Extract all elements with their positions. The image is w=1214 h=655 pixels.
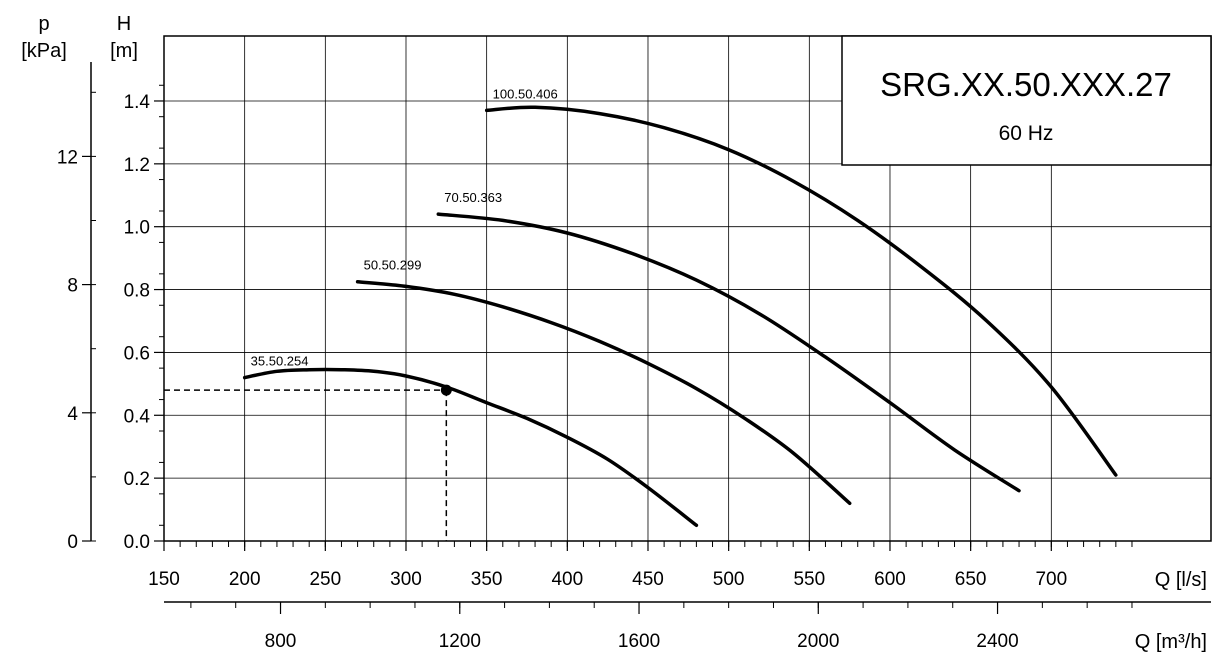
chart-subtitle: 60 Hz [999, 122, 1054, 145]
y2-axis-tick-label: 4 [67, 404, 78, 425]
chart-title: SRG.XX.50.XXX.27 [880, 66, 1172, 103]
series-curve [484, 105, 1118, 477]
series-label: 50.50.299 [364, 258, 422, 273]
x-axis-tick-label: 500 [713, 569, 745, 590]
y2-axis-tick-label: 0 [67, 532, 78, 553]
y-axis-var: H [117, 13, 131, 35]
x-axis-tick-label: 600 [874, 569, 906, 590]
y-axis-tick-label: 0.6 [124, 343, 150, 364]
y-axis-tick-label: 0.4 [124, 406, 151, 427]
y2-axis-tick-label: 8 [67, 276, 78, 297]
series-curve [436, 212, 1021, 493]
x2-axis-tick-label: 2000 [797, 631, 839, 652]
title-box: SRG.XX.50.XXX.27 60 Hz [841, 35, 1212, 166]
y-axis-tick-label: 0.0 [124, 532, 150, 553]
series: 35.50.254 50.50.299 70.50.363 100.50.406 [164, 86, 1118, 541]
y-axis-tick-label: 1.4 [124, 92, 151, 113]
x-axis-tick-label: 400 [551, 569, 583, 590]
x-axis-tick-label: 550 [793, 569, 825, 590]
operating-point-marker [440, 384, 452, 396]
x-axis-tick-label: 150 [148, 569, 180, 590]
series-label: 100.50.406 [493, 86, 558, 101]
x-axis-tick-label: 450 [632, 569, 664, 590]
x2-axis-tick-label: 1200 [439, 631, 481, 652]
series-curve [355, 279, 852, 506]
y-axis-tick-label: 0.2 [124, 469, 150, 490]
y2-axis-unit: [kPa] [21, 40, 67, 62]
y-axis-tick-label: 1.2 [124, 155, 150, 176]
y2-axis-var: p [38, 13, 49, 35]
axes: 150 200 250 300 350 400 450 500 550 600 650 700 800 1… [57, 62, 1211, 652]
x2-axis-tick-label: 2400 [976, 631, 1018, 652]
x2-axis-tick-label: 1600 [618, 631, 660, 652]
x2-axis-tick-label: 800 [265, 631, 297, 652]
y-axis-tick-label: 1.0 [124, 218, 150, 239]
x-axis-label: Q [l/s] [1155, 569, 1207, 591]
series-label: 70.50.363 [444, 190, 502, 205]
title-box-frame [841, 35, 1212, 166]
x-axis-tick-label: 200 [229, 569, 261, 590]
x-axis-tick-label: 250 [309, 569, 341, 590]
y-axis-unit: [m] [110, 40, 138, 62]
x-axis-tick-label: 300 [390, 569, 422, 590]
x2-axis-label: Q [m³/h] [1135, 631, 1207, 653]
x-axis-tick-label: 700 [1035, 569, 1067, 590]
series-label: 35.50.254 [251, 354, 309, 369]
x-axis-tick-label: 650 [955, 569, 987, 590]
x-axis-tick-label: 350 [471, 569, 503, 590]
y2-axis-tick-label: 12 [57, 147, 78, 168]
y-axis-tick-label: 0.8 [124, 281, 150, 302]
